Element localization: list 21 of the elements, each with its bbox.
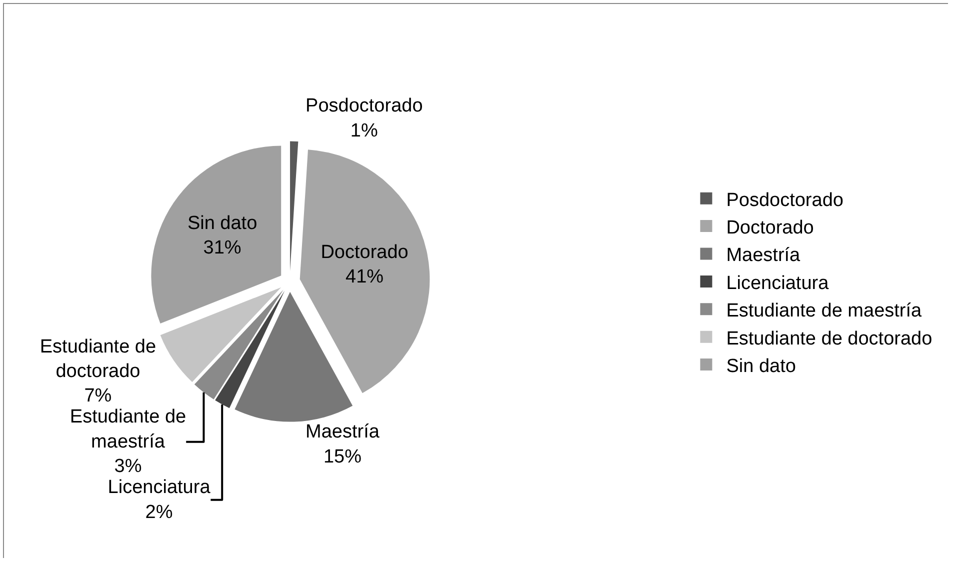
data-label: 41%	[346, 266, 384, 288]
slice-label: Sin dato	[187, 212, 258, 234]
legend-label: Posdoctorado	[726, 190, 844, 211]
data-label: 2%	[145, 502, 173, 523]
data-label: 7%	[84, 386, 112, 407]
legend-label: Maestría	[726, 245, 801, 266]
legend-label: Estudiante de maestría	[726, 300, 922, 322]
slice-label: Maestría	[306, 422, 380, 443]
data-label: 31%	[203, 238, 242, 259]
legend-label: Doctorado	[726, 217, 814, 238]
data-label: 3%	[114, 456, 142, 478]
legend-label: Sin dato	[726, 356, 796, 377]
slice-label: Doctorado	[320, 242, 408, 263]
slice-label: Estudiante de maestría	[70, 406, 186, 452]
data-label: 1%	[350, 120, 378, 142]
slice-label: Estudiante de doctorado	[40, 336, 156, 382]
legend-label: Licenciatura	[726, 272, 830, 294]
data-label: 15%	[323, 446, 362, 468]
legend-label: Estudiante de doctorado	[726, 328, 932, 350]
slice-label: Licenciatura	[108, 477, 211, 498]
slice-label: Posdoctorado	[306, 96, 423, 117]
